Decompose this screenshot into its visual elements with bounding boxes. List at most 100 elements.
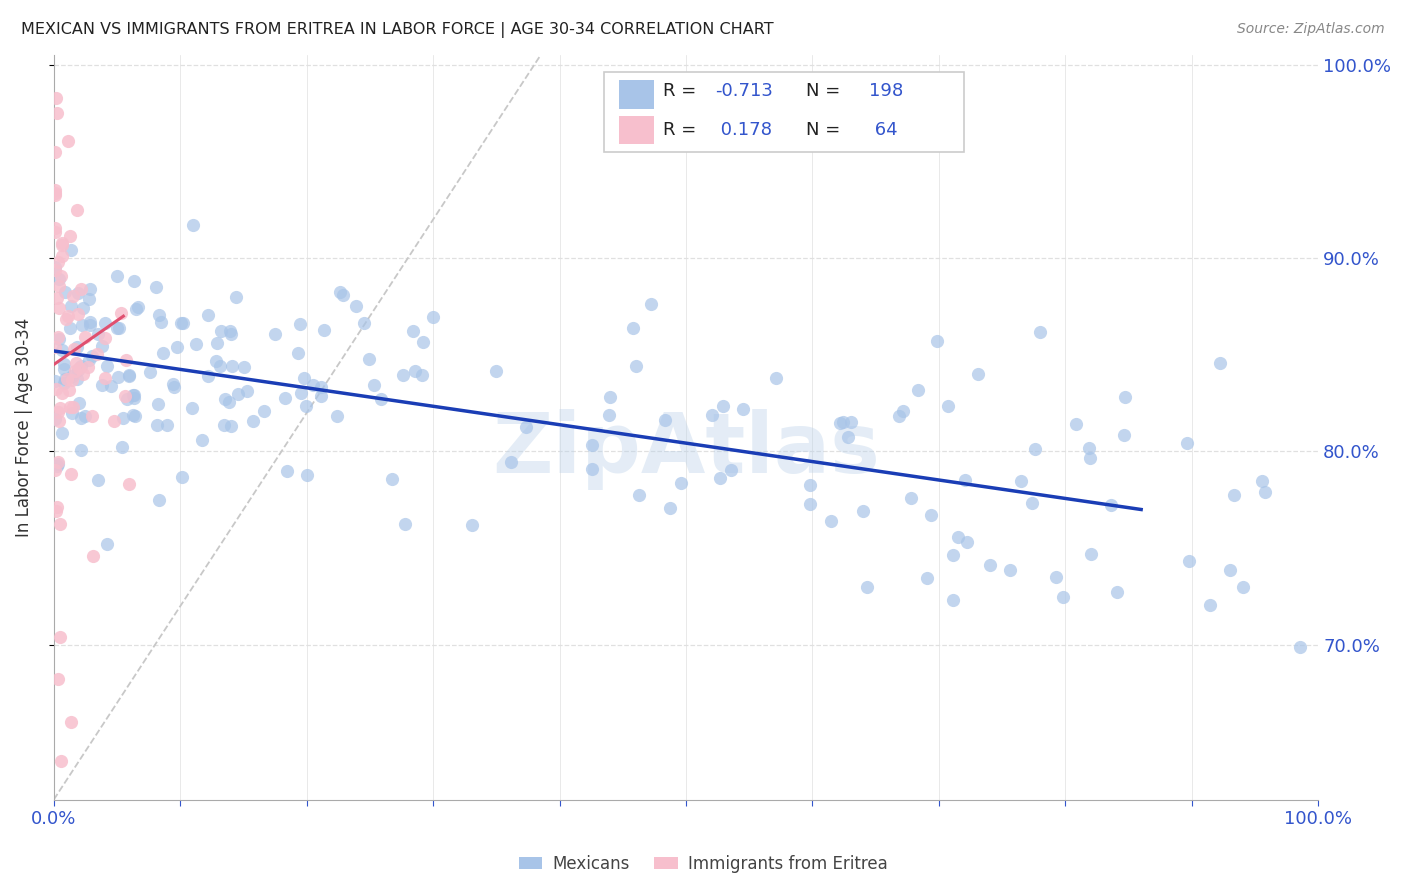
Point <box>1021 495 1043 509</box>
Point <box>124 409 146 424</box>
Point <box>52 357 75 371</box>
Point <box>65 356 87 370</box>
Point <box>44 186 66 200</box>
Point <box>501 455 523 469</box>
Bar <box>619 116 654 145</box>
Point <box>122 388 145 402</box>
Point <box>242 414 264 428</box>
Point <box>103 414 125 428</box>
Point <box>1223 487 1246 501</box>
Point <box>311 389 333 403</box>
Point <box>184 337 207 351</box>
Point <box>1099 498 1122 512</box>
Point <box>51 249 73 263</box>
Point <box>598 409 620 423</box>
Point <box>48 631 70 645</box>
Point <box>44 262 66 277</box>
Point <box>107 370 129 384</box>
Point <box>1080 547 1102 561</box>
Point <box>53 361 76 376</box>
Point <box>87 326 110 341</box>
Point <box>96 537 118 551</box>
Point <box>274 391 297 405</box>
Point <box>942 592 965 607</box>
Point <box>117 392 139 406</box>
Point <box>855 580 877 594</box>
Point <box>67 360 90 375</box>
Point <box>87 473 110 487</box>
Point <box>44 225 66 239</box>
Point <box>232 360 254 375</box>
Point <box>66 203 89 218</box>
Point <box>221 359 243 374</box>
Point <box>292 371 315 385</box>
Point <box>830 416 852 430</box>
Point <box>139 365 162 379</box>
Point <box>70 443 93 458</box>
Point <box>70 318 93 333</box>
Point <box>309 380 332 394</box>
Point <box>599 390 621 404</box>
Point <box>329 285 352 299</box>
Point <box>82 409 104 423</box>
Point <box>59 243 82 257</box>
Point <box>404 364 426 378</box>
Point <box>180 401 202 415</box>
Point <box>53 372 76 386</box>
Point <box>67 396 90 410</box>
Point <box>344 299 367 313</box>
Point <box>197 308 219 322</box>
Point <box>58 383 80 397</box>
Point <box>979 558 1001 572</box>
Point <box>936 399 959 413</box>
Point <box>93 316 115 330</box>
Point <box>118 477 141 491</box>
Point <box>799 496 821 510</box>
Point <box>51 235 73 250</box>
Point <box>700 408 723 422</box>
Point <box>197 369 219 384</box>
Point <box>114 389 136 403</box>
Point <box>110 306 132 320</box>
Point <box>953 473 976 487</box>
Point <box>253 404 276 418</box>
Point <box>49 754 72 768</box>
Point <box>90 378 112 392</box>
Point <box>225 290 247 304</box>
Point <box>1077 441 1099 455</box>
Point <box>94 371 117 385</box>
Point <box>48 279 70 293</box>
Point <box>146 417 169 432</box>
Point <box>46 255 69 269</box>
Point <box>920 508 942 522</box>
Point <box>627 488 650 502</box>
Point <box>181 218 204 232</box>
Point <box>66 286 89 301</box>
Point <box>55 311 77 326</box>
Point <box>156 417 179 432</box>
Point <box>1080 451 1102 466</box>
Point <box>69 359 91 374</box>
Point <box>75 329 97 343</box>
Point <box>46 673 69 687</box>
Point <box>77 352 100 367</box>
Point <box>1105 584 1128 599</box>
Point <box>79 315 101 329</box>
Point <box>73 409 96 424</box>
Point <box>149 315 172 329</box>
Point <box>581 438 603 452</box>
Point <box>799 478 821 492</box>
Point <box>49 269 72 284</box>
Point <box>62 400 84 414</box>
Point <box>900 491 922 506</box>
Point <box>294 399 316 413</box>
Point <box>485 364 508 378</box>
Point <box>48 414 70 428</box>
Point <box>44 260 66 274</box>
Point <box>290 385 312 400</box>
Point <box>1209 356 1232 370</box>
Point <box>288 317 311 331</box>
Point <box>110 440 132 454</box>
Point <box>332 288 354 302</box>
Point <box>218 395 240 409</box>
